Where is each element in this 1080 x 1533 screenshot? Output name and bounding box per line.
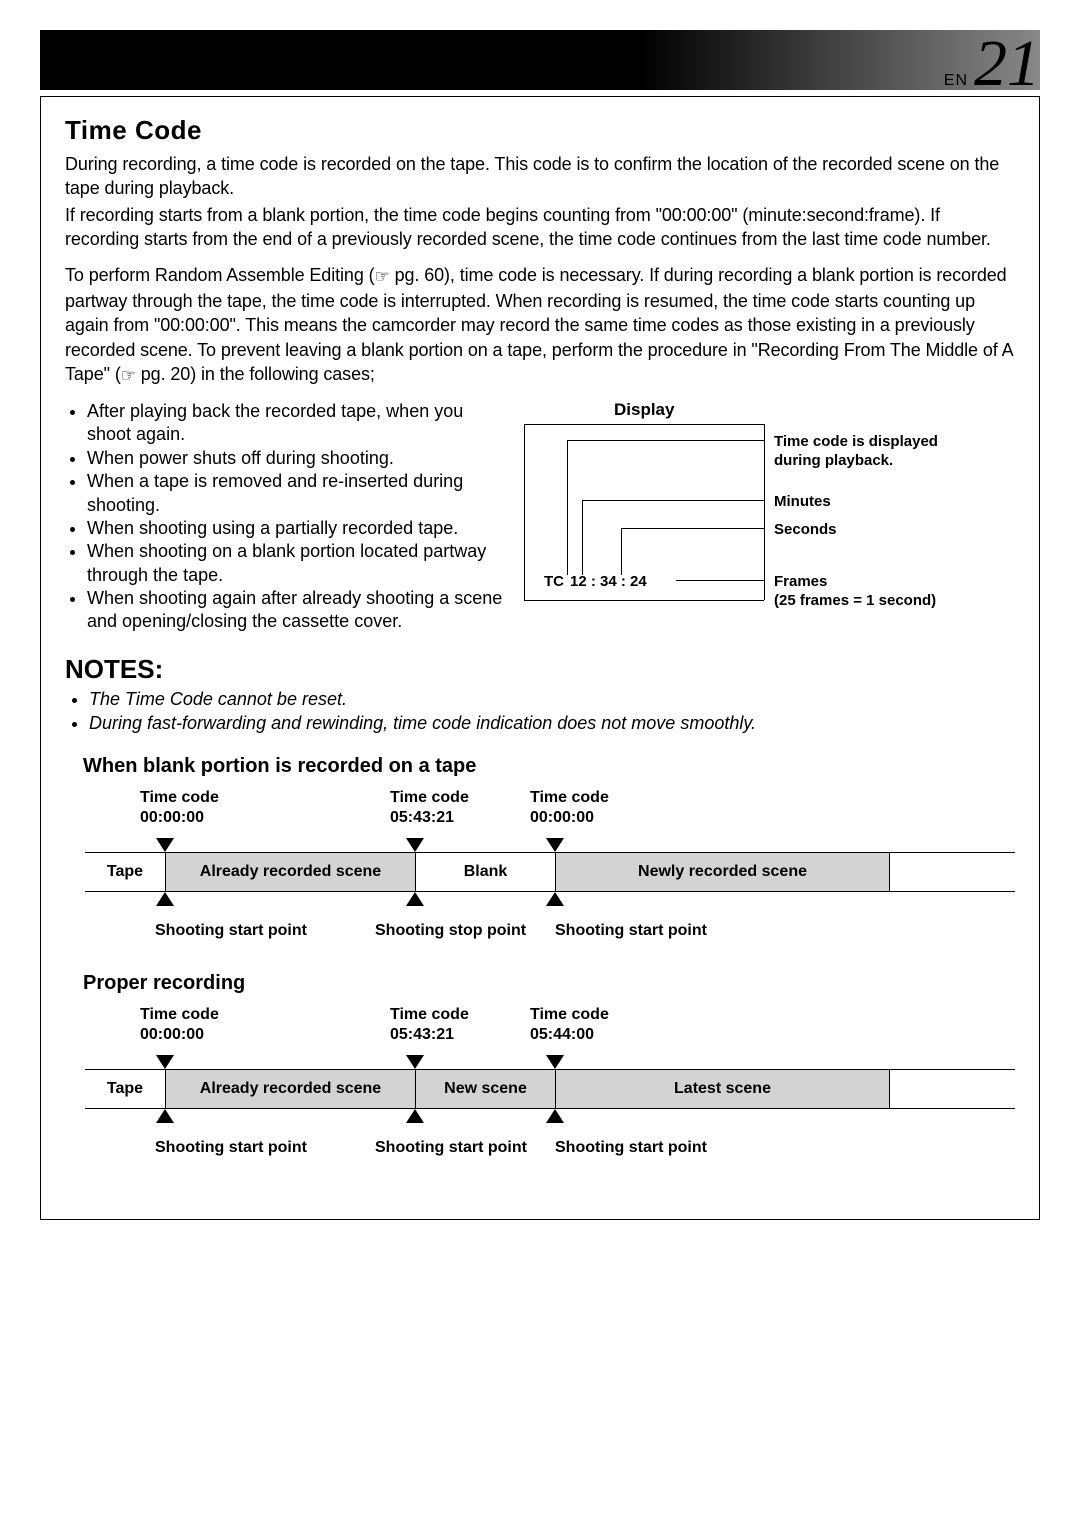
bullet-item: When shooting again after already shooti… [87,587,510,634]
paragraph-2: If recording starts from a blank portion… [65,203,1015,252]
marker-row [85,1109,1015,1123]
tape-row: Tape Already recorded scene Blank Newly … [85,852,1015,892]
timecode-display-diagram: Display TC 12 : 34 : 24 [524,400,1015,620]
label-minutes: Minutes [774,492,831,512]
note-item: The Time Code cannot be reset. [89,687,1015,711]
diagram-line [567,440,568,575]
tape-segment: Latest scene [555,1070,890,1108]
label-frames-note: (25 frames = 1 second) [774,592,936,609]
timecode-label: Time code00:00:00 [530,788,609,826]
reference-icon: ☞ [121,365,136,388]
diagram-line [621,528,622,575]
triangle-up-icon [546,1109,564,1123]
triangle-down-icon [546,1055,564,1069]
case-bullet-list: After playing back the recorded tape, wh… [65,400,510,634]
tape-diagram-a: Time code00:00:00 Time code05:43:21 Time c… [85,788,1015,946]
tape-segment: Already recorded scene [165,1070,415,1108]
tape-segment: Already recorded scene [165,853,415,891]
top-label-row: Time code00:00:00 Time code05:43:21 Time c… [85,1005,1015,1055]
triangle-up-icon [546,892,564,906]
bottom-label-row: Shooting start point Shooting start point… [85,1123,1015,1163]
tape-label: Tape [85,1070,165,1108]
triangle-up-icon [406,892,424,906]
triangle-down-icon [546,838,564,852]
notes-title: NOTES: [65,654,1015,685]
triangle-down-icon [406,1055,424,1069]
display-title: Display [614,400,674,420]
marker-row [85,892,1015,906]
triangle-down-icon [156,1055,174,1069]
diagram-line [524,424,525,600]
diagram-line [621,528,765,529]
diagram-a-heading: When blank portion is recorded on a tape [83,755,1015,778]
timecode-label: Time code05:44:00 [530,1005,609,1043]
diagram-b-heading: Proper recording [83,972,1015,995]
section-title: Time Code [65,115,1015,146]
tape-diagram-b: Time code00:00:00 Time code05:43:21 Time c… [85,1005,1015,1163]
diagram-line [567,440,765,441]
reference-icon: ☞ [375,266,390,289]
shooting-point-label: Shooting start point [375,1139,527,1157]
shooting-point-label: Shooting start point [555,1139,707,1157]
label-seconds: Seconds [774,520,837,540]
timecode-label: Time code00:00:00 [140,788,219,826]
tape-segment: Blank [415,853,555,891]
notes-list: The Time Code cannot be reset. During fa… [65,687,1015,736]
manual-page: EN 21 Time Code During recording, a time… [0,0,1080,1280]
triangle-up-icon [156,1109,174,1123]
tape-segment: Newly recorded scene [555,853,890,891]
marker-row [85,838,1015,852]
para3-part-a: To perform Random Assemble Editing ( [65,265,375,285]
timecode-label: Time code00:00:00 [140,1005,219,1043]
tape-segment: New scene [415,1070,555,1108]
tc-prefix: TC [544,573,564,590]
page-number: 21 [974,26,1040,102]
top-label-row: Time code00:00:00 Time code05:43:21 Time c… [85,788,1015,838]
tape-label: Tape [85,853,165,891]
triangle-up-icon [406,1109,424,1123]
diagram-line [524,424,764,425]
bullet-item: When power shuts off during shooting. [87,447,510,470]
tc-playback-note: Time code is displayed during playback. [774,432,964,471]
label-frames: Frames (25 frames = 1 second) [774,572,936,611]
tape-row: Tape Already recorded scene New scene La… [85,1069,1015,1109]
triangle-up-icon [156,892,174,906]
diagram-line [582,500,765,501]
diagram-line [582,500,583,575]
paragraph-3: To perform Random Assemble Editing (☞ pg… [65,263,1015,388]
timecode-label: Time code05:43:21 [390,788,469,826]
bullet-item: When a tape is removed and re-inserted d… [87,470,510,517]
page-number-block: EN 21 [944,26,1040,102]
note-item: During fast-forwarding and rewinding, ti… [89,711,1015,735]
para3-part-c: pg. 20) in the following cases; [136,364,375,384]
content-frame: Time Code During recording, a time code … [40,96,1040,1220]
paragraph-1: During recording, a time code is recorde… [65,152,1015,201]
diagram-line [524,600,764,601]
triangle-down-icon [406,838,424,852]
bullet-item: When shooting on a blank portion located… [87,540,510,587]
shooting-point-label: Shooting start point [155,922,307,940]
label-frames-text: Frames [774,573,827,590]
tc-value: 12 : 34 : 24 [570,573,647,590]
shooting-point-label: Shooting start point [155,1139,307,1157]
marker-row [85,1055,1015,1069]
bottom-label-row: Shooting start point Shooting stop point S… [85,906,1015,946]
diagram-line [764,424,765,600]
timecode-label: Time code05:43:21 [390,1005,469,1043]
bullet-item: After playing back the recorded tape, wh… [87,400,510,447]
bullet-item: When shooting using a partially recorded… [87,517,510,540]
header-gradient-bar: EN 21 [40,30,1040,90]
shooting-point-label: Shooting stop point [375,922,526,940]
lang-prefix: EN [944,72,968,90]
diagram-line [676,580,765,581]
triangle-down-icon [156,838,174,852]
shooting-point-label: Shooting start point [555,922,707,940]
